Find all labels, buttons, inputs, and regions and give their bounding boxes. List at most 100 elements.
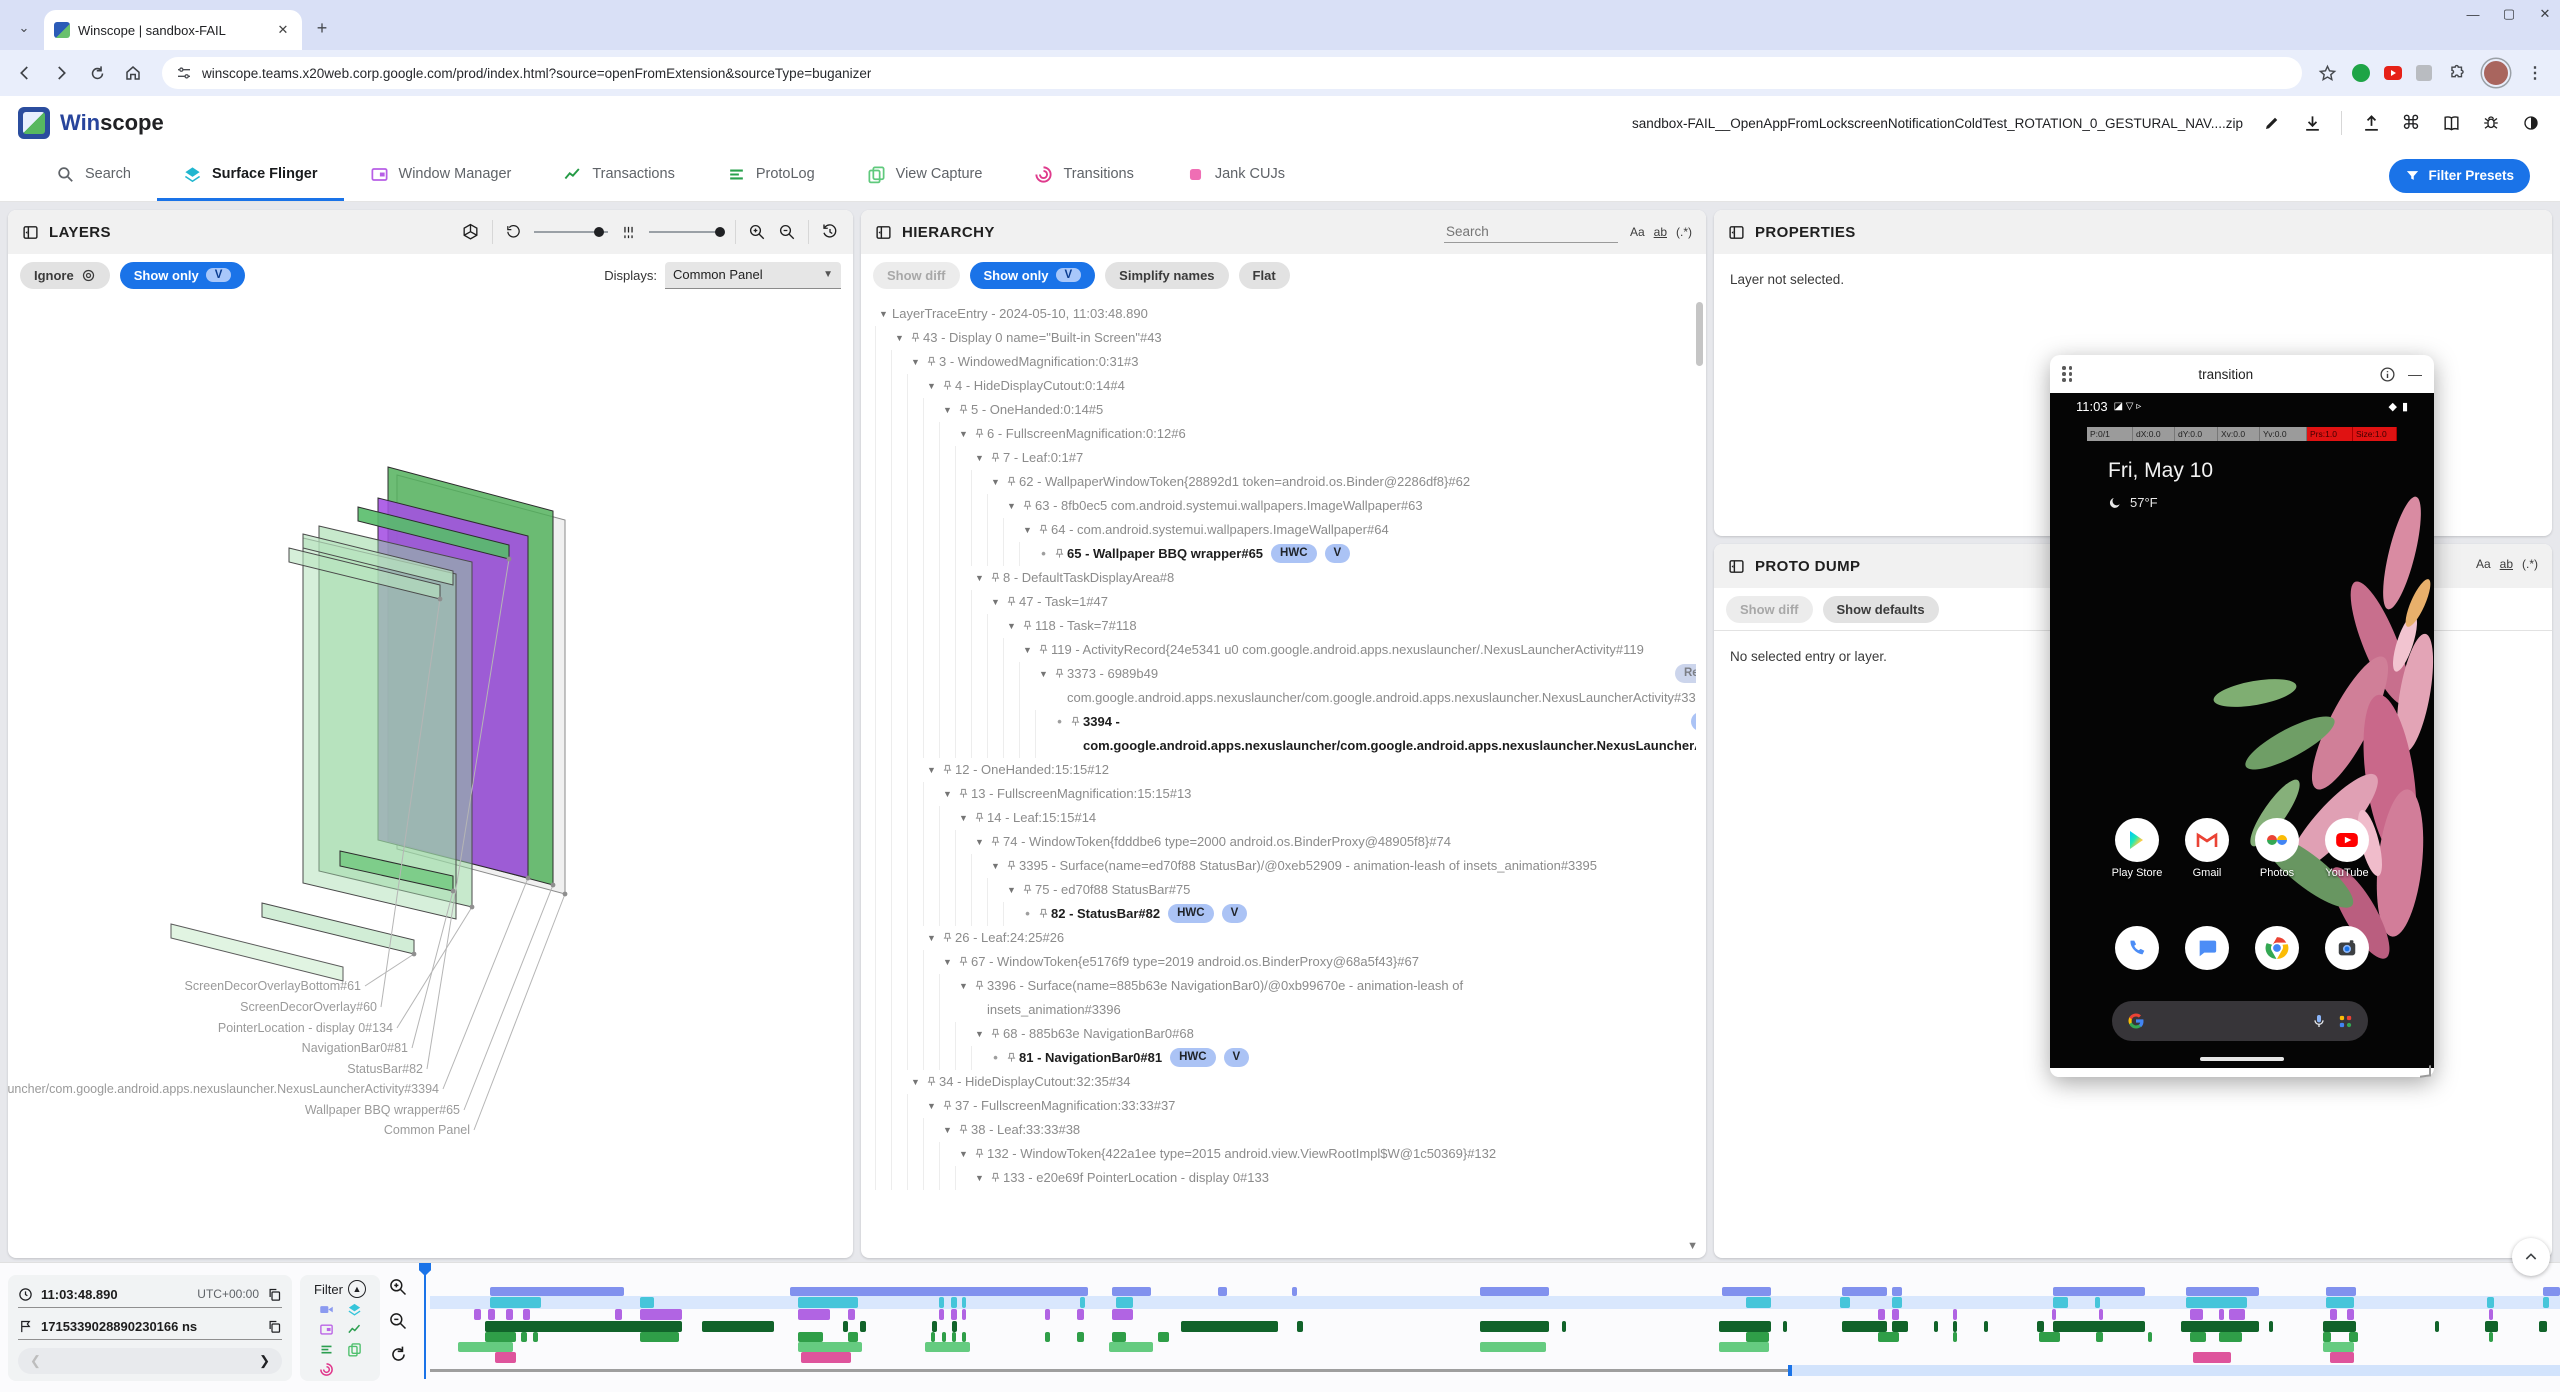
pin-icon[interactable] <box>988 446 1003 464</box>
collapse-panel-icon[interactable] <box>22 224 39 241</box>
timeline-segment-window-manager[interactable] <box>962 1309 966 1320</box>
expand-arrow-icon[interactable]: ▼ <box>1007 885 1016 895</box>
timeline-segment-surface-flinger[interactable] <box>1892 1297 1902 1308</box>
timeline-segment-screen-recording[interactable] <box>2326 1287 2356 1296</box>
timeline-scroll-track[interactable] <box>430 1369 1788 1372</box>
timeline-segment-surface-flinger[interactable] <box>2487 1297 2494 1308</box>
expand-arrow-icon[interactable]: ▼ <box>927 765 936 775</box>
expand-arrow-icon[interactable]: ▼ <box>927 381 936 391</box>
timeline-segment-protolog[interactable] <box>1158 1332 1169 1342</box>
timeline-segment-protolog[interactable] <box>521 1332 527 1342</box>
match-word-icon[interactable]: ab <box>1653 225 1667 239</box>
timeline-segment-view-capture[interactable] <box>1719 1342 1769 1352</box>
timeline-segment-window-manager[interactable] <box>798 1309 830 1320</box>
timeline-segment-screen-recording[interactable] <box>1292 1287 1297 1296</box>
timeline-segment-transactions[interactable] <box>1181 1321 1278 1332</box>
pin-icon[interactable] <box>988 1166 1003 1184</box>
show-defaults-button[interactable]: Show defaults <box>1822 595 1939 623</box>
tree-node[interactable]: ▼ 3 - WindowedMagnification:0:31#3 <box>875 350 1696 374</box>
extension-gray-icon[interactable] <box>2416 65 2432 81</box>
pin-icon[interactable] <box>956 398 971 416</box>
pin-icon[interactable] <box>1052 662 1067 680</box>
app-icon-phone[interactable] <box>2115 926 2159 970</box>
timeline-segment-screen-recording[interactable] <box>490 1287 624 1296</box>
pin-icon[interactable] <box>956 782 971 800</box>
spacing-slider[interactable] <box>649 227 725 237</box>
timeline-segment-transactions[interactable] <box>1297 1321 1303 1332</box>
timeline-segment-protolog[interactable] <box>2323 1332 2331 1342</box>
timeline-segment-window-manager[interactable] <box>2347 1309 2354 1320</box>
timeline-segment-screen-recording[interactable] <box>1892 1287 1902 1296</box>
tree-node[interactable]: • 81 - NavigationBar0#81 HWC V <box>875 1046 1696 1070</box>
pin-icon[interactable] <box>1036 638 1051 656</box>
timeline-segment-screen-recording[interactable] <box>1722 1287 1771 1296</box>
timeline-segment-protolog[interactable] <box>1045 1332 1050 1342</box>
chart-icon[interactable] <box>347 1322 362 1337</box>
timeline-segment-transactions[interactable] <box>843 1321 848 1332</box>
tree-node[interactable]: ▼ 3396 - Surface(name=885b63e NavigationB… <box>875 974 1696 1022</box>
bookmark-star-icon[interactable] <box>2316 62 2338 84</box>
copy-icon[interactable] <box>267 1319 282 1334</box>
timeline-cursor[interactable] <box>424 1267 426 1379</box>
timeline-segment-screen-recording[interactable] <box>1842 1287 1887 1296</box>
expand-arrow-icon[interactable]: ▼ <box>975 837 984 847</box>
videocam-icon[interactable] <box>319 1302 334 1317</box>
timeline-segment-surface-flinger[interactable] <box>798 1297 858 1308</box>
timeline-segment-window-manager[interactable] <box>1077 1309 1084 1320</box>
timeline-segment-window-manager[interactable] <box>2330 1309 2337 1320</box>
timeline-segment-transactions[interactable] <box>1842 1321 1887 1332</box>
expand-arrow-icon[interactable]: ▼ <box>895 333 904 343</box>
tab-transactions[interactable]: Transactions <box>537 150 700 201</box>
timeline-segment-window-manager[interactable] <box>2190 1309 2203 1320</box>
expand-arrow-icon[interactable]: ▼ <box>911 1077 920 1087</box>
timeline-segment-window-manager[interactable] <box>1953 1309 1957 1320</box>
dark-mode-icon[interactable] <box>2520 112 2542 134</box>
next-entry-icon[interactable]: ❯ <box>259 1353 270 1368</box>
tree-node[interactable]: ▼ 43 - Display 0 name="Built-in Screen"#4… <box>875 326 1696 350</box>
timeline-segment-surface-flinger[interactable] <box>2095 1297 2100 1308</box>
app-icon-chrome[interactable] <box>2255 926 2299 970</box>
pin-icon[interactable] <box>1004 470 1019 488</box>
collapse-panel-icon[interactable] <box>1728 224 1745 241</box>
expand-arrow-icon[interactable]: ▼ <box>975 453 984 463</box>
drag-handle-icon[interactable] <box>2062 366 2073 382</box>
timeline-segment-screen-recording[interactable] <box>2186 1287 2259 1296</box>
layers-3d-canvas[interactable]: ScreenDecorOverlayBottom#61 ScreenDecorOv… <box>8 296 853 1258</box>
pin-icon[interactable] <box>1004 1046 1019 1064</box>
pin-icon[interactable] <box>908 326 923 344</box>
timeline-segment-transactions[interactable] <box>2323 1321 2356 1332</box>
timeline-segment-transactions[interactable] <box>952 1321 957 1332</box>
expand-arrow-icon[interactable]: ▼ <box>943 1125 952 1135</box>
tree-node[interactable]: ▼ 75 - ed70f88 StatusBar#75 <box>875 878 1696 902</box>
timeline-segment-surface-flinger[interactable] <box>2326 1297 2354 1308</box>
timeline-segment-protolog[interactable] <box>2190 1332 2206 1342</box>
timeline-segment-window-manager[interactable] <box>2052 1309 2056 1320</box>
expand-arrow-icon[interactable]: ▼ <box>1039 669 1048 679</box>
expand-arrow-icon[interactable]: ▼ <box>959 813 968 823</box>
collapse-panel-icon[interactable] <box>1728 558 1745 575</box>
tree-node[interactable]: ▼ 4 - HideDisplayCutout:0:14#4 <box>875 374 1696 398</box>
expand-arrow-icon[interactable]: ▼ <box>959 429 968 439</box>
simplify-names-button[interactable]: Simplify names <box>1105 261 1229 289</box>
pin-icon[interactable] <box>1004 854 1019 872</box>
zoom-in-icon[interactable] <box>748 223 766 241</box>
timeline-segment-protolog[interactable] <box>1746 1332 1769 1342</box>
timeline-segment-transactions[interactable] <box>2053 1321 2145 1332</box>
timeline-segment-view-capture[interactable] <box>1109 1342 1153 1352</box>
timeline-segment-window-manager[interactable] <box>2219 1309 2224 1320</box>
tree-node[interactable]: ▼ 7 - Leaf:0:1#7 <box>875 446 1696 470</box>
expand-arrow-icon[interactable]: ▼ <box>1007 501 1016 511</box>
profile-avatar[interactable] <box>2482 59 2510 87</box>
timeline-segment-transactions[interactable] <box>2181 1321 2259 1332</box>
pin-icon[interactable] <box>1036 902 1051 920</box>
expand-arrow-icon[interactable]: ▼ <box>943 957 952 967</box>
timeline-segment-protolog[interactable] <box>2219 1332 2242 1342</box>
tree-node[interactable]: ▼ 5 - OneHanded:0:14#5 <box>875 398 1696 422</box>
pin-icon[interactable] <box>1020 878 1035 896</box>
timeline-segment-screen-recording[interactable] <box>2053 1287 2145 1296</box>
collapse-panel-icon[interactable] <box>875 224 892 241</box>
expand-arrow-icon[interactable]: ▼ <box>911 357 920 367</box>
hierarchy-show-only-button[interactable]: Show only V <box>969 261 1096 289</box>
timeline-segment-window-manager[interactable] <box>848 1309 855 1320</box>
browser-menu-icon[interactable]: ⋮ <box>2527 65 2543 82</box>
